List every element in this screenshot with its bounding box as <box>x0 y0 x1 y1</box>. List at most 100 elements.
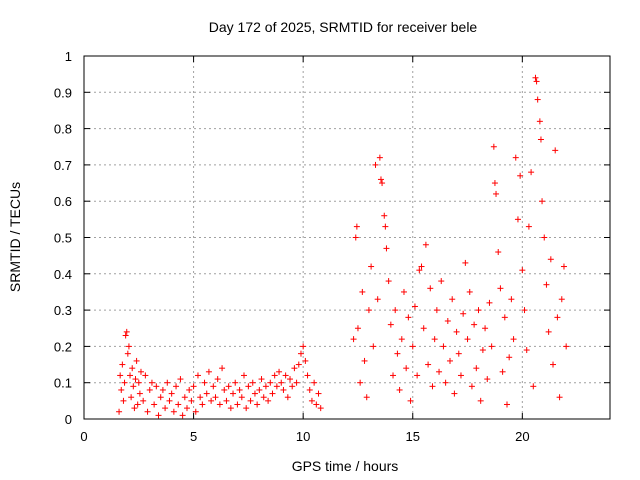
x-axis-label: GPS time / hours <box>292 458 399 474</box>
data-point <box>517 172 524 179</box>
data-point <box>130 383 137 390</box>
data-point <box>119 361 126 368</box>
data-point <box>525 223 532 230</box>
y-tick-label: 0.6 <box>54 194 72 209</box>
data-point <box>508 296 515 303</box>
data-point <box>212 394 219 401</box>
x-tick-label: 10 <box>296 429 310 444</box>
data-point <box>122 332 129 339</box>
data-point <box>444 317 451 324</box>
data-point <box>519 267 526 274</box>
data-point <box>493 190 500 197</box>
data-point <box>394 350 401 357</box>
data-point <box>563 343 570 350</box>
data-point <box>554 314 561 321</box>
data-point <box>451 390 458 397</box>
data-point <box>262 383 269 390</box>
data-point <box>436 368 443 375</box>
data-point <box>537 136 544 143</box>
data-point <box>447 357 454 364</box>
data-point <box>245 383 252 390</box>
data-point <box>372 161 379 168</box>
data-point <box>280 386 287 393</box>
data-point <box>381 212 388 219</box>
data-point <box>179 412 186 419</box>
data-point <box>545 328 552 335</box>
data-point <box>453 328 460 335</box>
data-point <box>438 278 445 285</box>
data-point <box>416 267 423 274</box>
data-point <box>422 241 429 248</box>
data-point <box>123 328 130 335</box>
data-point <box>249 379 256 386</box>
data-point <box>411 303 418 310</box>
data-point <box>503 401 510 408</box>
grid-lines <box>84 56 610 419</box>
data-point <box>273 383 280 390</box>
data-point <box>420 325 427 332</box>
data-point <box>300 343 307 350</box>
data-point <box>440 343 447 350</box>
data-point <box>132 376 139 383</box>
data-point <box>379 180 386 187</box>
data-point <box>353 223 360 230</box>
data-point <box>186 386 193 393</box>
data-point <box>455 350 462 357</box>
x-tick-label: 5 <box>190 429 197 444</box>
data-point <box>121 379 128 386</box>
data-point <box>127 372 134 379</box>
data-point <box>219 365 226 372</box>
data-point <box>370 343 377 350</box>
data-point <box>295 361 302 368</box>
data-point <box>302 357 309 364</box>
data-point <box>247 397 254 404</box>
y-tick-label: 0 <box>65 412 72 427</box>
data-point <box>398 336 405 343</box>
data-point <box>181 394 188 401</box>
data-point <box>523 347 530 354</box>
data-point <box>201 379 208 386</box>
data-point <box>429 383 436 390</box>
data-point <box>464 336 471 343</box>
data-point <box>188 397 195 404</box>
data-point <box>407 397 414 404</box>
data-point <box>236 386 243 393</box>
data-point <box>558 296 565 303</box>
data-point <box>350 336 357 343</box>
data-point <box>256 386 263 393</box>
y-tick-label: 0.2 <box>54 339 72 354</box>
data-point <box>354 325 361 332</box>
data-point <box>230 390 237 397</box>
data-point <box>190 383 197 390</box>
data-point <box>311 379 318 386</box>
data-point <box>142 372 149 379</box>
data-point <box>157 394 164 401</box>
y-tick-label: 0.5 <box>54 231 72 246</box>
data-point <box>267 379 274 386</box>
data-point <box>254 401 261 408</box>
data-point <box>184 405 191 412</box>
data-point <box>306 386 313 393</box>
data-point <box>376 154 383 161</box>
data-point <box>484 376 491 383</box>
data-point <box>221 386 228 393</box>
data-point <box>488 343 495 350</box>
data-point <box>512 154 519 161</box>
data-point <box>282 372 289 379</box>
data-point <box>175 401 182 408</box>
data-point <box>214 376 221 383</box>
data-point <box>396 386 403 393</box>
data-point <box>315 390 322 397</box>
data-point <box>135 379 142 386</box>
data-point <box>390 372 397 379</box>
data-point <box>466 288 473 295</box>
data-point <box>462 259 469 266</box>
data-point <box>414 372 421 379</box>
data-point <box>140 397 147 404</box>
data-point <box>363 394 370 401</box>
data-point <box>276 368 283 375</box>
data-point <box>137 368 144 375</box>
data-point <box>166 397 173 404</box>
data-point <box>368 263 375 270</box>
